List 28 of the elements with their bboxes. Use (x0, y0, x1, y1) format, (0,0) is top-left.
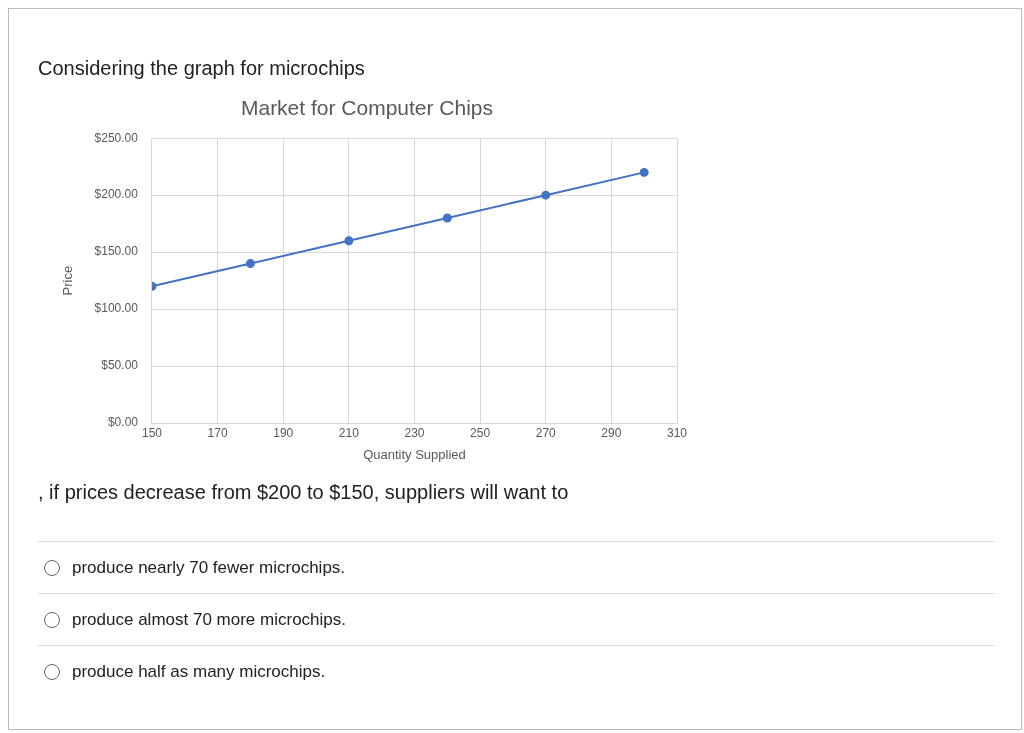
y-tick-label: $0.00 (107, 415, 139, 430)
point (639, 167, 649, 177)
y-tick-label: $250.00 (94, 130, 139, 145)
text: produce half as many microchips. (72, 662, 326, 682)
text: Considering the graph for microchips (38, 57, 365, 80)
x-tick-label: 190 (273, 425, 294, 440)
y-tick-label: $150.00 (94, 244, 139, 259)
point (442, 213, 452, 223)
y-tick-label: $200.00 (94, 187, 139, 202)
y-tick-label: $50.00 (101, 358, 139, 373)
x-tick-label: 270 (535, 425, 557, 440)
point (541, 190, 551, 200)
chart-title: Market for Computer Chips (240, 96, 494, 120)
text: produce almost 70 more microchips. (72, 610, 347, 630)
x-tick-label: 290 (601, 425, 622, 440)
text: produce nearly 70 fewer microchips. (72, 558, 346, 578)
x-tick-label: 210 (338, 425, 360, 440)
point (245, 259, 255, 269)
x-axis-title: Quantity Supplied (363, 446, 466, 462)
x-tick-label: 170 (207, 425, 228, 440)
x-tick-label: 230 (404, 425, 425, 440)
x-tick-label: 250 (470, 425, 491, 440)
point (344, 236, 354, 246)
x-tick-label: 310 (666, 425, 688, 440)
text: , if prices decrease from $200 to $150, suppliers will want to (38, 481, 569, 504)
y-tick-label: $100.00 (94, 301, 139, 316)
x-tick-label: 150 (141, 425, 163, 440)
y-axis-title: Price (60, 265, 76, 296)
